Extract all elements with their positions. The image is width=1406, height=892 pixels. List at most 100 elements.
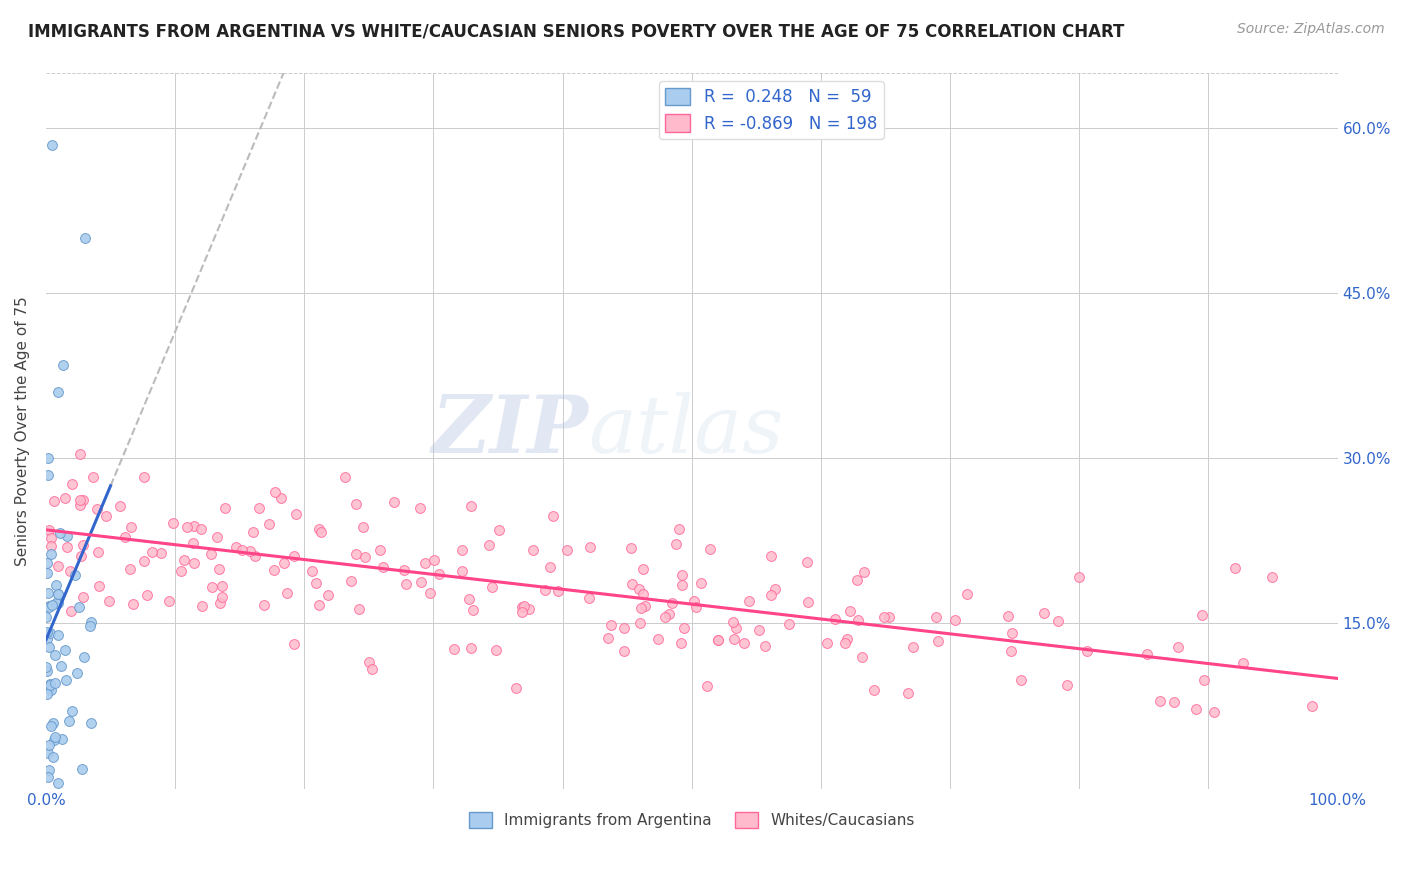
Point — [517, 601, 540, 615]
Point — [35, 610, 58, 624]
Point — [903, 640, 925, 655]
Point — [53, 491, 76, 506]
Point — [270, 491, 292, 505]
Point — [699, 541, 721, 556]
Point — [134, 469, 156, 483]
Point — [723, 615, 745, 629]
Point — [41, 137, 63, 152]
Point — [877, 610, 900, 624]
Point — [1010, 673, 1032, 687]
Point — [460, 641, 482, 656]
Point — [707, 632, 730, 647]
Point — [173, 553, 195, 567]
Point — [55, 673, 77, 687]
Point — [37, 467, 59, 482]
Point — [522, 542, 544, 557]
Point — [481, 580, 503, 594]
Point — [1136, 647, 1159, 661]
Point — [37, 624, 59, 639]
Point — [51, 732, 73, 747]
Point — [231, 543, 253, 558]
Point — [35, 566, 58, 580]
Text: atlas: atlas — [589, 392, 785, 469]
Point — [257, 516, 280, 531]
Legend: Immigrants from Argentina, Whites/Caucasians: Immigrants from Argentina, Whites/Caucas… — [463, 806, 921, 835]
Point — [46, 385, 69, 400]
Point — [70, 762, 93, 776]
Point — [873, 609, 896, 624]
Point — [613, 643, 636, 657]
Point — [52, 358, 75, 372]
Point — [661, 596, 683, 610]
Point — [361, 663, 384, 677]
Point — [725, 621, 748, 635]
Point — [242, 524, 264, 539]
Point — [1067, 570, 1090, 584]
Point — [547, 583, 569, 598]
Point — [443, 641, 465, 656]
Point — [35, 687, 58, 701]
Point — [344, 497, 367, 511]
Point — [276, 585, 298, 599]
Point — [67, 600, 90, 615]
Point — [72, 590, 94, 604]
Point — [748, 624, 770, 638]
Point — [72, 537, 94, 551]
Point — [512, 605, 534, 619]
Point — [665, 537, 688, 551]
Point — [114, 530, 136, 544]
Point — [37, 451, 59, 466]
Point — [352, 520, 374, 534]
Point — [478, 538, 501, 552]
Point — [488, 523, 510, 537]
Point — [427, 567, 450, 582]
Point — [94, 508, 117, 523]
Point — [578, 591, 600, 606]
Point — [38, 524, 60, 538]
Point — [207, 530, 229, 544]
Point — [1301, 698, 1323, 713]
Point — [46, 776, 69, 790]
Text: Source: ZipAtlas.com: Source: ZipAtlas.com — [1237, 22, 1385, 37]
Point — [82, 470, 104, 484]
Point — [44, 730, 66, 744]
Point — [46, 596, 69, 610]
Point — [239, 544, 262, 558]
Point — [60, 476, 83, 491]
Point — [56, 540, 79, 554]
Point — [671, 578, 693, 592]
Point — [1056, 678, 1078, 692]
Point — [87, 579, 110, 593]
Point — [538, 560, 561, 574]
Text: ZIP: ZIP — [432, 392, 589, 469]
Point — [668, 522, 690, 536]
Point — [409, 500, 432, 515]
Point — [170, 564, 193, 578]
Point — [39, 531, 62, 545]
Point — [253, 598, 276, 612]
Point — [541, 508, 564, 523]
Point — [149, 546, 172, 560]
Point — [846, 573, 869, 587]
Point — [183, 519, 205, 533]
Point — [132, 554, 155, 568]
Point — [353, 550, 375, 565]
Point — [1163, 695, 1185, 709]
Point — [1225, 560, 1247, 574]
Point — [190, 522, 212, 536]
Point — [79, 619, 101, 633]
Point — [157, 594, 180, 608]
Point — [37, 747, 59, 761]
Point — [633, 587, 655, 601]
Point — [460, 499, 482, 513]
Point — [419, 586, 441, 600]
Point — [997, 608, 1019, 623]
Point — [35, 660, 58, 674]
Point — [80, 615, 103, 630]
Point — [555, 542, 578, 557]
Point — [631, 562, 654, 576]
Point — [73, 231, 96, 245]
Point — [333, 469, 356, 483]
Point — [1032, 606, 1054, 620]
Point — [596, 631, 619, 645]
